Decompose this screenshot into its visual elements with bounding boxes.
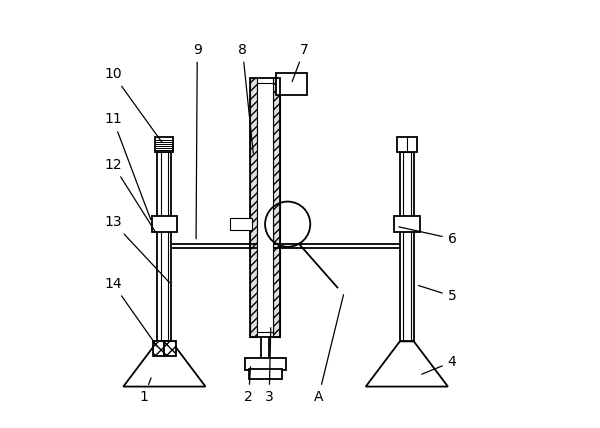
Text: 11: 11 — [104, 113, 151, 220]
Text: 7: 7 — [292, 43, 308, 82]
Text: 1: 1 — [139, 378, 151, 404]
Text: 3: 3 — [265, 328, 274, 404]
Text: 10: 10 — [104, 67, 162, 142]
Bar — [257, 83, 273, 332]
Bar — [250, 78, 257, 337]
Bar — [245, 358, 286, 370]
Text: 5: 5 — [419, 285, 457, 303]
Text: 4: 4 — [422, 355, 457, 374]
Bar — [276, 74, 307, 95]
Bar — [152, 217, 177, 232]
Bar — [164, 342, 176, 356]
Text: 2: 2 — [244, 367, 253, 404]
Bar — [230, 218, 253, 230]
Text: 12: 12 — [104, 158, 155, 232]
Text: 9: 9 — [193, 43, 202, 239]
Text: A: A — [314, 295, 344, 404]
Bar — [250, 78, 280, 337]
Text: 8: 8 — [238, 43, 253, 153]
Bar — [155, 137, 173, 152]
Text: 6: 6 — [399, 227, 457, 246]
Bar — [157, 152, 172, 342]
Bar — [400, 152, 414, 342]
Text: 13: 13 — [104, 215, 169, 282]
Text: 14: 14 — [104, 277, 157, 346]
Bar — [248, 369, 281, 379]
Bar — [397, 137, 417, 152]
Bar — [153, 342, 164, 356]
Bar — [273, 78, 280, 337]
Bar — [394, 217, 419, 232]
